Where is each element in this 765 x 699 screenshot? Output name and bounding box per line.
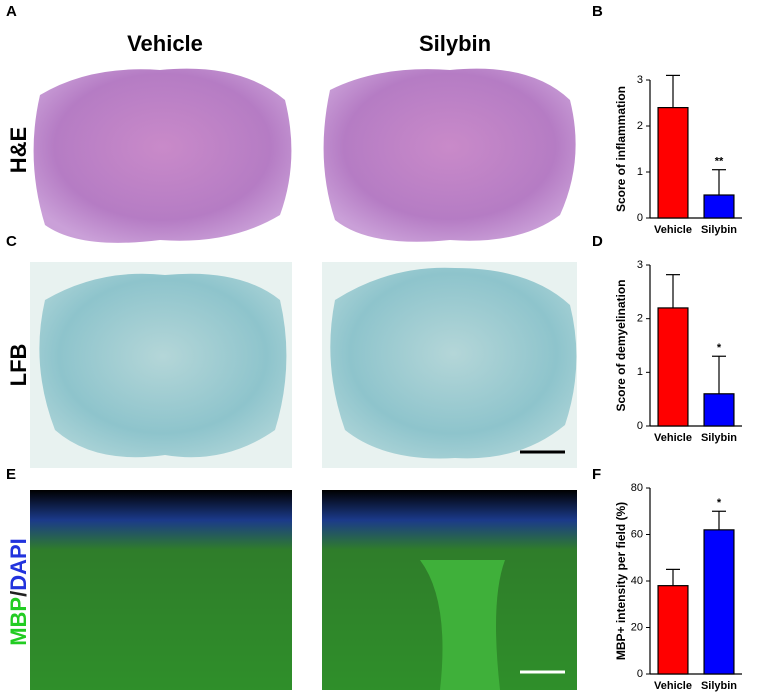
y-axis-label: Score of demyelination <box>614 279 628 411</box>
x-tick-label: Silybin <box>701 224 737 236</box>
significance: * <box>717 497 722 509</box>
y-tick-label: 40 <box>631 575 643 587</box>
dapi-label: DAPI <box>6 538 31 591</box>
micrograph <box>30 490 292 690</box>
x-tick-label: Vehicle <box>654 432 692 444</box>
y-tick-label: 80 <box>631 482 643 494</box>
y-tick-label: 2 <box>637 120 643 132</box>
row-label: MBP/DAPI <box>6 538 31 646</box>
panel-label: F <box>592 466 601 483</box>
x-tick-label: Silybin <box>701 432 737 444</box>
x-tick-label: Vehicle <box>654 680 692 692</box>
column-header: Silybin <box>419 31 491 56</box>
micrograph <box>33 68 292 243</box>
panel-label: E <box>6 466 16 483</box>
y-tick-label: 20 <box>631 621 643 633</box>
y-tick-label: 0 <box>637 212 643 224</box>
y-tick-label: 3 <box>637 74 643 86</box>
y-axis-label: MBP+ intensity per field (%) <box>614 502 628 660</box>
micrograph <box>330 267 577 459</box>
mbp-label: MBP <box>6 597 31 646</box>
panel-label: C <box>6 233 17 250</box>
significance: ** <box>715 156 724 168</box>
column-header: Vehicle <box>127 31 203 56</box>
y-tick-label: 0 <box>637 420 643 432</box>
y-tick-label: 1 <box>637 366 643 378</box>
micrograph-detail <box>420 560 505 690</box>
panel-label: D <box>592 233 603 250</box>
micrograph <box>323 68 576 242</box>
panel-label: A <box>6 3 17 20</box>
y-tick-label: 3 <box>637 259 643 271</box>
y-tick-label: 2 <box>637 313 643 325</box>
y-axis-label: Score of inflammation <box>614 86 628 212</box>
bar <box>703 194 735 219</box>
slash: / <box>6 591 31 597</box>
x-tick-label: Silybin <box>701 680 737 692</box>
row-label: LFB <box>6 344 31 387</box>
significance: * <box>717 342 722 354</box>
y-tick-label: 1 <box>637 166 643 178</box>
bar <box>657 106 689 219</box>
bar <box>703 529 735 675</box>
panel-label: B <box>592 3 603 20</box>
micrograph <box>39 273 287 458</box>
bar <box>703 393 735 427</box>
y-tick-label: 60 <box>631 528 643 540</box>
x-tick-label: Vehicle <box>654 224 692 236</box>
bar <box>657 585 689 675</box>
y-tick-label: 0 <box>637 668 643 680</box>
row-label: H&E <box>6 127 31 173</box>
bar <box>657 307 689 427</box>
